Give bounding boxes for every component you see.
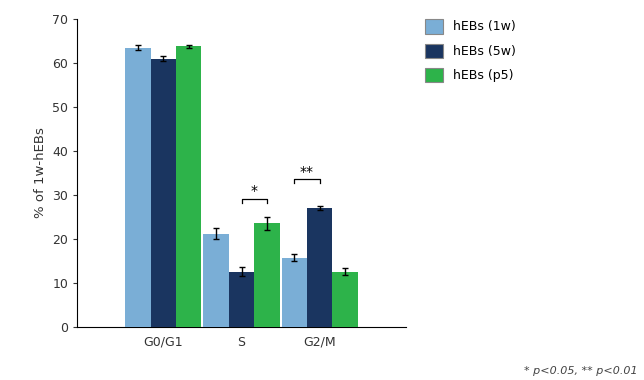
Y-axis label: % of 1w-hEBs: % of 1w-hEBs bbox=[33, 127, 47, 218]
Bar bbox=[151, 59, 176, 327]
Bar bbox=[281, 258, 307, 327]
Bar bbox=[176, 46, 202, 327]
Bar bbox=[229, 272, 254, 327]
Text: * p<0.05, ** p<0.01: * p<0.05, ** p<0.01 bbox=[524, 366, 638, 376]
Text: **: ** bbox=[300, 165, 314, 179]
Legend: hEBs (1w), hEBs (5w), hEBs (p5): hEBs (1w), hEBs (5w), hEBs (p5) bbox=[425, 19, 515, 82]
Text: *: * bbox=[251, 184, 258, 198]
Bar bbox=[254, 223, 279, 327]
Bar bbox=[307, 208, 332, 327]
Bar bbox=[332, 272, 358, 327]
Bar bbox=[204, 234, 229, 327]
Bar bbox=[125, 48, 151, 327]
